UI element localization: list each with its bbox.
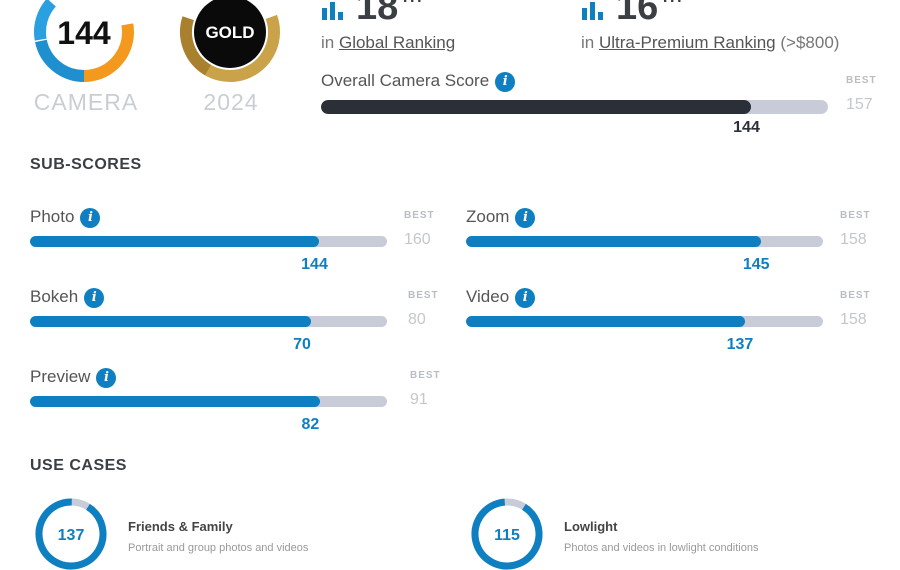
bar-chart-icon xyxy=(322,2,343,20)
subscore-zoom-best-label: BEST xyxy=(840,210,871,221)
global-ranking-link[interactable]: Global Ranking xyxy=(338,33,456,52)
subscore-bokeh-best-value: 80 xyxy=(408,311,426,328)
global-rank-number: 18 xyxy=(356,0,399,28)
camera-score-badge-value: 144 xyxy=(57,15,111,51)
subscore-video-label: Video xyxy=(466,287,510,306)
ultra-premium-ranking-link[interactable]: Ultra-Premium Ranking xyxy=(598,33,776,52)
usecase-friends-family-score: 137 xyxy=(58,527,85,544)
subscore-bokeh-label: Bokeh xyxy=(30,287,79,306)
subscore-video-best-value: 158 xyxy=(840,311,867,328)
subscore-zoom-bar xyxy=(466,236,823,247)
usecase-lowlight-gauge: 115 xyxy=(471,498,543,570)
gold-badge-text: GOLD xyxy=(205,23,254,42)
subscore-zoom-label: Zoom xyxy=(466,207,510,226)
subscore-video-bar-fill xyxy=(466,316,745,327)
segment-rank-caption: in Ultra-Premium Ranking (>$800) xyxy=(581,33,839,53)
sub-scores-heading: SUB-SCORES xyxy=(30,156,142,173)
overall-score-bar-fill xyxy=(321,100,752,114)
subscore-zoom-best-value: 158 xyxy=(840,231,867,248)
usecase-lowlight-description: Photos and videos in lowlight conditions xyxy=(564,542,759,554)
subscore-preview-title: Preview i xyxy=(30,367,117,388)
subscore-photo-value: 144 xyxy=(301,256,328,273)
usecase-friends-family-description: Portrait and group photos and videos xyxy=(128,542,309,554)
overall-best-label: BEST xyxy=(846,75,877,86)
subscore-preview-bar xyxy=(30,396,387,407)
subscore-bokeh-bar xyxy=(30,316,387,327)
global-rank-prefix: in xyxy=(321,33,335,52)
subscore-photo-best-value: 160 xyxy=(404,231,431,248)
subscore-video-bar xyxy=(466,316,823,327)
subscore-photo-bar xyxy=(30,236,387,247)
overall-best-value: 157 xyxy=(846,96,873,113)
global-rank-suffix: TH xyxy=(400,0,421,6)
bar-chart-icon xyxy=(582,2,603,20)
segment-price-range: (>$800) xyxy=(780,33,840,52)
overall-score-label: Overall Camera Score xyxy=(321,71,490,90)
subscore-zoom-value: 145 xyxy=(742,256,770,273)
subscore-preview-bar-fill xyxy=(30,396,320,407)
subscore-bokeh-best-label: BEST xyxy=(408,290,439,301)
subscore-video-best-label: BEST xyxy=(840,290,871,301)
overall-score-title: Overall Camera Score i xyxy=(321,71,516,92)
usecase-friends-family-gauge: 137 xyxy=(35,498,107,570)
global-rank: 18TH xyxy=(356,0,422,26)
info-icon[interactable]: i xyxy=(84,287,105,308)
subscore-bokeh-value: 70 xyxy=(293,336,311,353)
subscore-bokeh-bar-fill xyxy=(30,316,312,327)
subscore-zoom-title: Zoom i xyxy=(466,207,536,228)
info-icon[interactable]: i xyxy=(495,71,516,92)
subscore-preview-best-value: 91 xyxy=(410,391,428,408)
info-icon[interactable]: i xyxy=(80,207,101,228)
global-rank-caption: in Global Ranking xyxy=(321,33,455,53)
subscore-preview-value: 82 xyxy=(301,416,320,433)
subscore-photo-best-label: BEST xyxy=(404,210,435,221)
info-icon[interactable]: i xyxy=(515,207,536,228)
subscore-photo-bar-fill xyxy=(30,236,320,247)
usecase-lowlight-title: Lowlight xyxy=(564,519,618,534)
usecase-lowlight-score: 115 xyxy=(494,527,520,544)
info-icon[interactable]: i xyxy=(96,367,117,388)
gold-badge-year: 2024 xyxy=(203,89,259,115)
subscore-bokeh-title: Bokeh i xyxy=(30,287,105,308)
overall-score-value: 144 xyxy=(733,119,760,136)
subscore-preview-label: Preview xyxy=(30,367,91,386)
camera-score-badge: 144 xyxy=(33,0,134,82)
subscore-photo-title: Photo i xyxy=(30,207,101,228)
gold-badge: GOLD xyxy=(180,0,280,82)
subscore-video-title: Video i xyxy=(466,287,536,308)
camera-badge-label: CAMERA xyxy=(33,89,139,115)
subscore-zoom-bar-fill xyxy=(466,236,761,247)
subscore-video-value: 137 xyxy=(726,336,754,353)
subscore-preview-best-label: BEST xyxy=(410,370,441,381)
info-icon[interactable]: i xyxy=(515,287,536,308)
overall-score-bar xyxy=(321,100,828,114)
segment-rank-suffix: TH xyxy=(660,0,681,6)
segment-rank: 16TH xyxy=(616,0,682,26)
usecase-friends-family-title: Friends & Family xyxy=(128,519,233,534)
use-cases-heading: USE CASES xyxy=(30,457,127,474)
segment-rank-number: 16 xyxy=(616,0,659,28)
subscore-photo-label: Photo xyxy=(30,207,75,226)
segment-rank-prefix: in xyxy=(581,33,595,52)
